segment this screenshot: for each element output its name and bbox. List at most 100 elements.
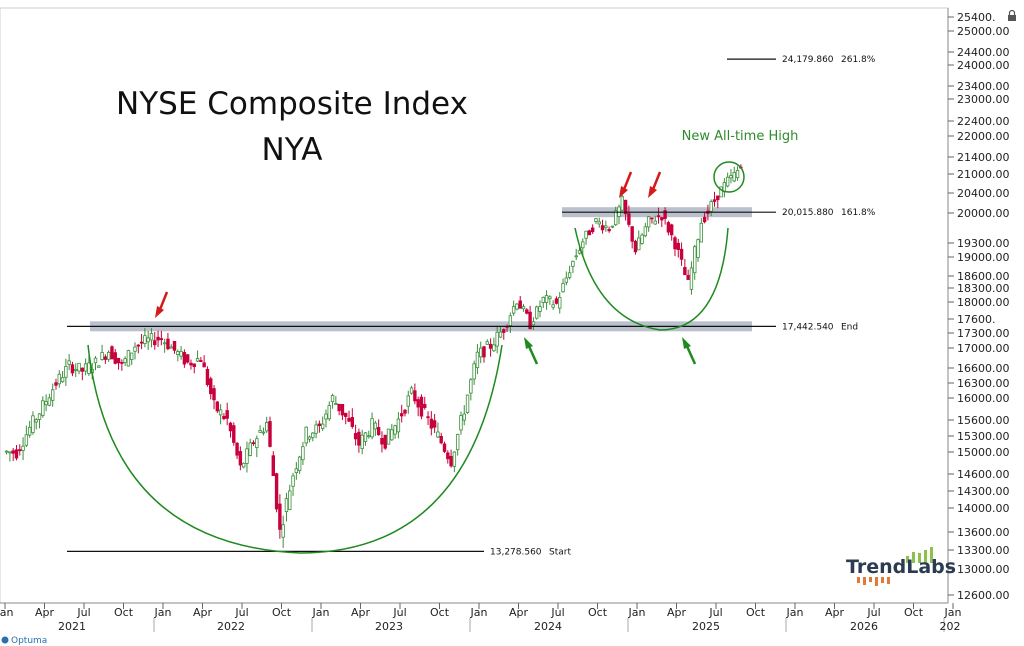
chart-subtitle: NYA — [262, 132, 323, 168]
y-tick-label: 20400.00 — [957, 187, 1010, 200]
candle-body — [488, 343, 493, 349]
y-tick-label: 17600. — [957, 313, 996, 326]
candle-body — [314, 424, 318, 434]
candle-body — [235, 442, 239, 456]
candle-body — [106, 351, 111, 360]
candle-body — [288, 490, 292, 510]
x-tick-label: Oct — [746, 606, 766, 619]
y-tick-label: 16300.00 — [957, 377, 1010, 390]
candle-body — [320, 423, 325, 429]
candle-body — [646, 216, 651, 228]
level-tag: 261.8% — [841, 55, 876, 65]
candle-body — [640, 234, 644, 244]
x-tick-label: Jul — [392, 606, 406, 619]
cup-arc-large — [87, 344, 503, 554]
y-tick-label: 16600.00 — [957, 362, 1010, 375]
candle-body — [544, 295, 549, 303]
candle-body — [241, 462, 246, 468]
candle-body — [446, 452, 450, 460]
candle-body — [126, 350, 131, 367]
candle-body — [660, 217, 664, 221]
chart-title: NYSE Composite Index — [116, 86, 468, 122]
candle-body — [67, 360, 71, 365]
candle-body — [386, 428, 391, 445]
candle-body — [423, 403, 427, 408]
x-tick-label: Apr — [667, 606, 687, 619]
optuma-source: Optuma — [1, 636, 47, 646]
candle-body — [284, 498, 289, 512]
candle-body — [725, 176, 730, 187]
candle-body — [251, 442, 256, 445]
level-value: 17,442.540 — [782, 322, 834, 332]
candle-body — [403, 409, 407, 414]
y-tick-label: 19000.00 — [957, 251, 1010, 264]
candle-body — [278, 503, 282, 530]
candle-body — [103, 356, 108, 360]
candle-body — [633, 240, 638, 253]
cup-arc-small — [574, 227, 729, 331]
candle-body — [607, 228, 611, 232]
candle-body — [225, 410, 229, 419]
year-label: 2021 — [58, 620, 86, 633]
candle-body — [396, 418, 401, 433]
candle-body — [218, 409, 223, 416]
arrow-red-3 — [648, 171, 662, 198]
candle-body — [281, 524, 285, 538]
candle-body — [248, 442, 252, 456]
candle-body — [21, 445, 25, 451]
candle-body — [4, 450, 9, 453]
candle-body — [202, 362, 206, 368]
candle-body — [265, 421, 269, 432]
candle-body — [515, 303, 519, 310]
candle-body — [357, 431, 361, 446]
y-tick-label: 20000.00 — [957, 207, 1010, 220]
candle-body — [34, 419, 38, 423]
candle-body — [232, 425, 236, 443]
y-tick-label: 19300.00 — [957, 237, 1010, 250]
candle-body — [340, 404, 345, 416]
candle-body — [212, 388, 216, 401]
candle-body — [301, 446, 305, 461]
y-tick-label: 18000.00 — [957, 296, 1010, 309]
x-axis: Jan Apr Jul Oct Jan Apr Jul Oct Jan Apr Jul Oct Jan A… — [0, 603, 962, 633]
candle-body — [189, 362, 193, 366]
candle-body — [643, 226, 648, 237]
year-label: 2022 — [217, 620, 245, 633]
candle-body — [344, 412, 348, 417]
x-tick-label: Apr — [509, 606, 529, 619]
x-tick-label: Jan — [786, 606, 804, 619]
candle-body — [409, 387, 414, 394]
candle-body — [548, 296, 552, 300]
candle-body — [116, 357, 121, 364]
candle-body — [57, 373, 61, 385]
candle-body — [162, 342, 167, 345]
candle-body — [27, 426, 32, 436]
candle-body — [479, 347, 483, 358]
candle-body — [413, 390, 417, 402]
candle-body — [406, 395, 410, 407]
candle-body — [716, 195, 720, 201]
candle-body — [469, 379, 473, 394]
candle-body — [205, 368, 210, 386]
candle-body — [623, 199, 628, 215]
lock-icon — [1008, 9, 1016, 21]
candle-body — [666, 222, 671, 233]
candle-body — [452, 451, 457, 467]
candle-body — [268, 421, 272, 447]
candle-body — [679, 248, 684, 260]
y-tick-label: 14600.00 — [957, 468, 1010, 481]
candle-body — [567, 272, 572, 278]
candle-body — [146, 337, 150, 343]
candle-body — [561, 283, 565, 293]
fib-levels: 24,179.860 261.8% 20,015.880 161.8% 17,442.5… — [67, 55, 876, 557]
candle-body — [271, 455, 275, 477]
y-tick-label: 21000.00 — [957, 168, 1010, 181]
candle-body — [50, 389, 55, 401]
y-tick-label: 17300.00 — [957, 327, 1010, 340]
candle-body — [429, 418, 434, 429]
candle-body — [587, 230, 592, 236]
candle-body — [130, 352, 134, 360]
y-tick-label: 24400.00 — [957, 46, 1010, 59]
candle-body — [337, 403, 341, 412]
candle-body — [215, 401, 220, 412]
